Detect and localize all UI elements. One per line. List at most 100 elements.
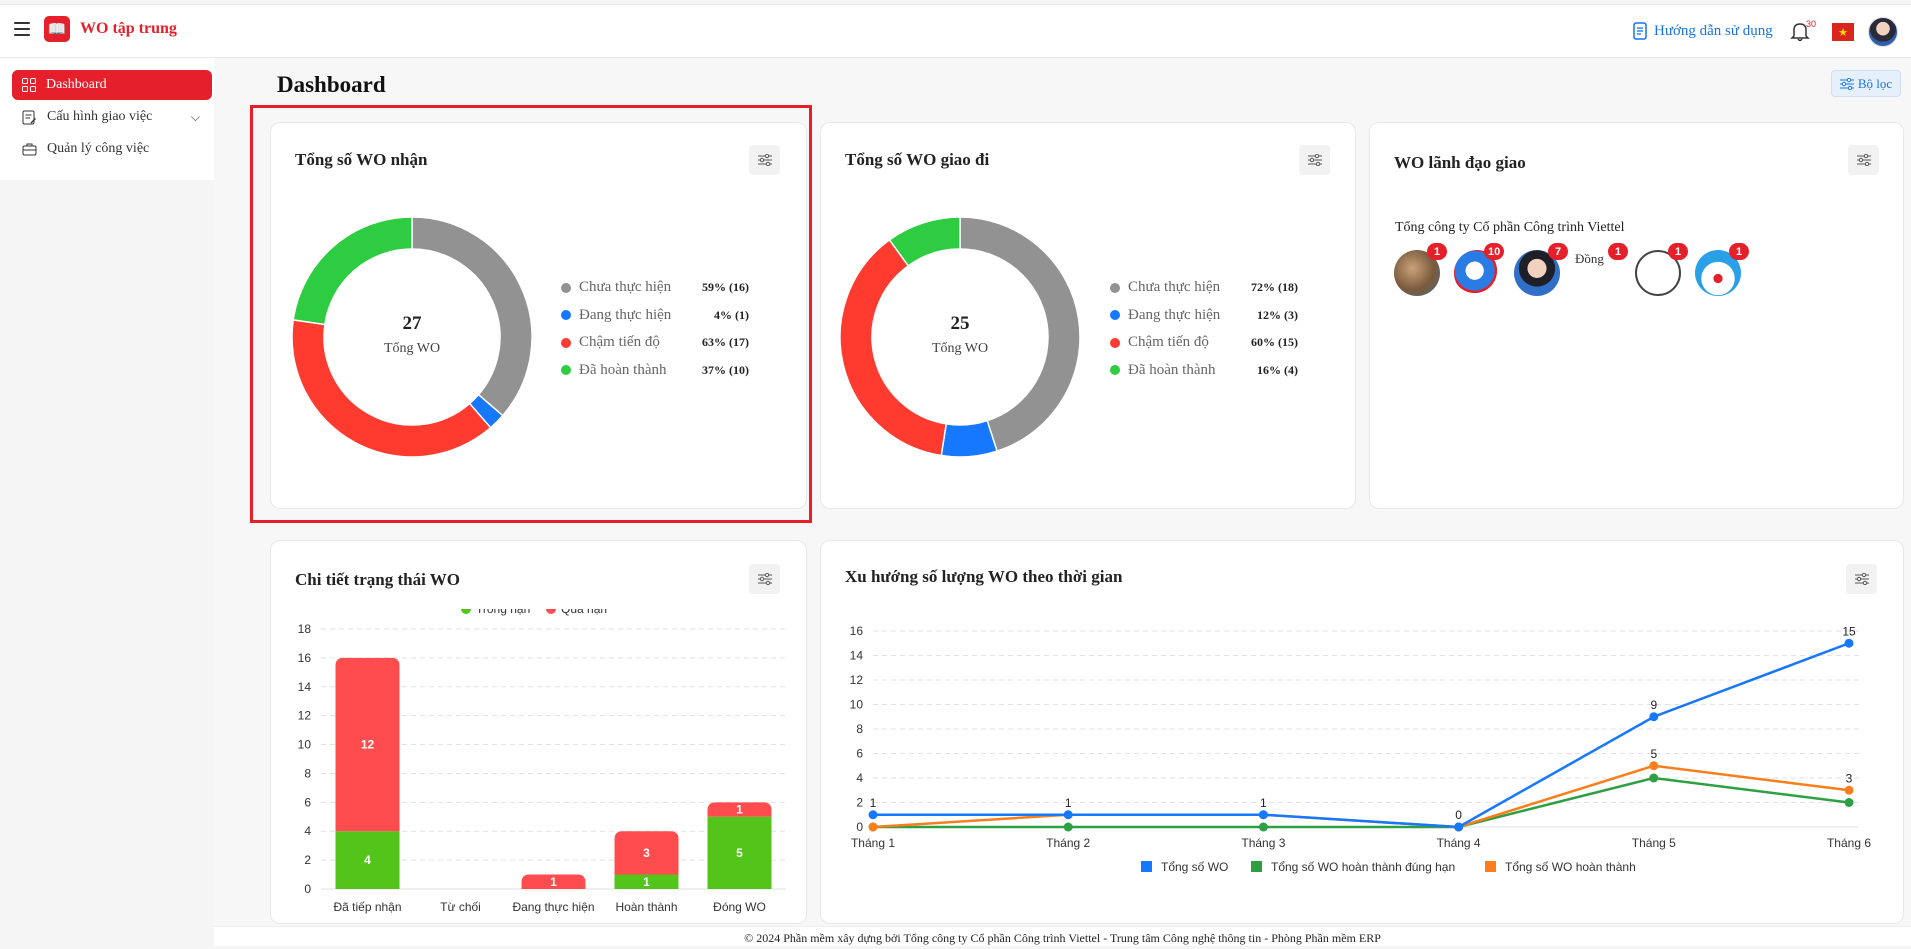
sidebar-item-tasks[interactable]: Quản lý công việc: [12, 134, 212, 164]
y-tick-label: 18: [298, 622, 312, 636]
user-guide-link[interactable]: Hướng dẫn sử dụng: [1632, 22, 1773, 40]
sliders-icon: [1307, 154, 1322, 166]
donut-total: 25: [950, 313, 970, 334]
legend-item[interactable]: Đang thực hiện 12% (3): [1110, 302, 1298, 330]
legend-dot: [561, 282, 571, 293]
card-settings-button[interactable]: [1299, 145, 1330, 175]
legend-item[interactable]: Chậm tiến độ 60% (15): [1110, 329, 1298, 357]
y-tick-label: 4: [856, 771, 863, 785]
leader-wo-count-badge: 7: [1548, 243, 1568, 260]
donut-slice: [888, 216, 961, 267]
data-label: 1: [1260, 796, 1267, 810]
data-point: [1063, 822, 1073, 832]
y-tick-label: 8: [304, 766, 311, 780]
data-point: [1454, 822, 1464, 832]
bar-segment: [614, 831, 679, 875]
x-tick-label: Tháng 1: [851, 836, 895, 850]
data-point: [1258, 810, 1268, 820]
legend-item[interactable]: Đã hoàn thành 37% (10): [561, 357, 749, 385]
card-settings-button[interactable]: [749, 564, 780, 594]
legend-dot: [546, 609, 556, 614]
legend-label: Chưa thực hiện: [1128, 279, 1221, 296]
data-point: [1844, 638, 1854, 648]
data-point: [1258, 822, 1268, 832]
legend-swatch: [1141, 861, 1152, 872]
sidebar-item-dashboard[interactable]: Dashboard: [12, 70, 212, 100]
y-tick-label: 8: [856, 722, 863, 736]
legend-value: 63% (17): [702, 335, 749, 350]
chevron-down-icon[interactable]: ⌵: [190, 109, 200, 124]
page-title: Dashboard: [277, 72, 386, 97]
broken-avatar-image[interactable]: Đồng: [1575, 251, 1615, 295]
series-line: [873, 776, 1850, 829]
legend-item[interactable]: Chậm tiến độ 63% (17): [561, 329, 749, 357]
leader-wo-count-badge: 1: [1608, 243, 1628, 260]
y-tick-label: 10: [298, 738, 312, 752]
card-settings-button[interactable]: [1848, 145, 1879, 175]
received-donut-chart: [291, 216, 533, 458]
bar-segment: [335, 657, 400, 832]
bar-value-label: 12: [361, 738, 375, 752]
legend-dot: [561, 365, 571, 376]
sidebar-item-label: Dashboard: [46, 77, 107, 92]
legend-value: 4% (1): [714, 307, 749, 322]
y-tick-label: 2: [856, 796, 863, 810]
legend-label: Đang thực hiện: [1128, 306, 1221, 323]
book-logo-icon[interactable]: 📖: [44, 16, 70, 42]
data-label: 3: [1846, 771, 1853, 785]
leader-wo-card: WO lãnh đạo giao: [1369, 122, 1904, 509]
legend-label: Tổng số WO hoàn thành: [1505, 860, 1636, 874]
y-tick-label: 14: [298, 680, 312, 694]
trend-card: Xu hướng số lượng WO theo thời gian 0 2 4 6…: [820, 540, 1904, 924]
user-avatar[interactable]: [1868, 17, 1898, 47]
sliders-icon: [1854, 573, 1869, 585]
legend-label: Trong hạn: [476, 609, 530, 616]
menu-icon[interactable]: [14, 22, 30, 36]
card-settings-button[interactable]: [749, 145, 780, 175]
x-tick-label: Tháng 5: [1632, 836, 1676, 850]
vietnam-flag-icon[interactable]: ★: [1832, 23, 1854, 41]
donut-slice: [292, 216, 413, 326]
legend-item[interactable]: Đã hoàn thành 16% (4): [1110, 357, 1298, 385]
donut-total-label: Tổng WO: [383, 341, 441, 356]
y-tick-label: 0: [304, 882, 311, 896]
card-title: Tổng số WO giao đi: [845, 150, 990, 169]
x-tick-label: Tháng 2: [1046, 836, 1090, 850]
legend-dot: [1110, 337, 1120, 348]
legend-dot: [1110, 365, 1120, 376]
bar-segment: [707, 802, 772, 817]
briefcase-icon: [22, 143, 37, 156]
sidebar-item-config[interactable]: Cấu hình giao việc ⌵: [12, 102, 212, 132]
bar-value-label: 1: [643, 875, 650, 889]
y-tick-label: 2: [304, 853, 311, 867]
data-label: 1: [870, 796, 877, 810]
legend-swatch: [1251, 861, 1262, 872]
data-label: 9: [1650, 698, 1657, 712]
x-tick-label: Đang thực hiện: [512, 900, 594, 914]
grid-icon: [22, 78, 36, 92]
x-tick-label: Đã tiếp nhận: [333, 900, 401, 914]
legend-dot: [1110, 310, 1120, 321]
sidebar-item-label: Cấu hình giao việc: [47, 109, 153, 124]
filter-button[interactable]: Bộ lọc: [1831, 70, 1901, 97]
donut-slice: [940, 419, 999, 458]
legend-item[interactable]: Chưa thực hiện 72% (18): [1110, 274, 1298, 302]
card-settings-button[interactable]: [1846, 564, 1877, 594]
bar-value-label: 5: [736, 846, 743, 860]
leader-wo-count-badge: 1: [1668, 243, 1688, 260]
legend-item[interactable]: Đang thực hiện 4% (1): [561, 302, 749, 330]
app-title[interactable]: WO tập trung: [80, 20, 177, 37]
legend-label: Tổng số WO hoàn thành đúng hạn: [1271, 860, 1455, 874]
leader-wo-count-badge: 10: [1484, 243, 1505, 260]
y-tick-label: 6: [304, 795, 311, 809]
x-tick-label: Tháng 6: [1827, 836, 1871, 850]
legend-item[interactable]: Chưa thực hiện 59% (16): [561, 274, 749, 302]
assigned-donut-chart: [839, 216, 1081, 458]
data-point: [1649, 761, 1659, 771]
clipboard-edit-icon: [22, 110, 36, 124]
legend-dot: [561, 337, 571, 348]
donut-total: 27: [402, 313, 422, 334]
y-tick-label: 12: [298, 709, 312, 723]
bell-icon[interactable]: [1789, 20, 1811, 42]
